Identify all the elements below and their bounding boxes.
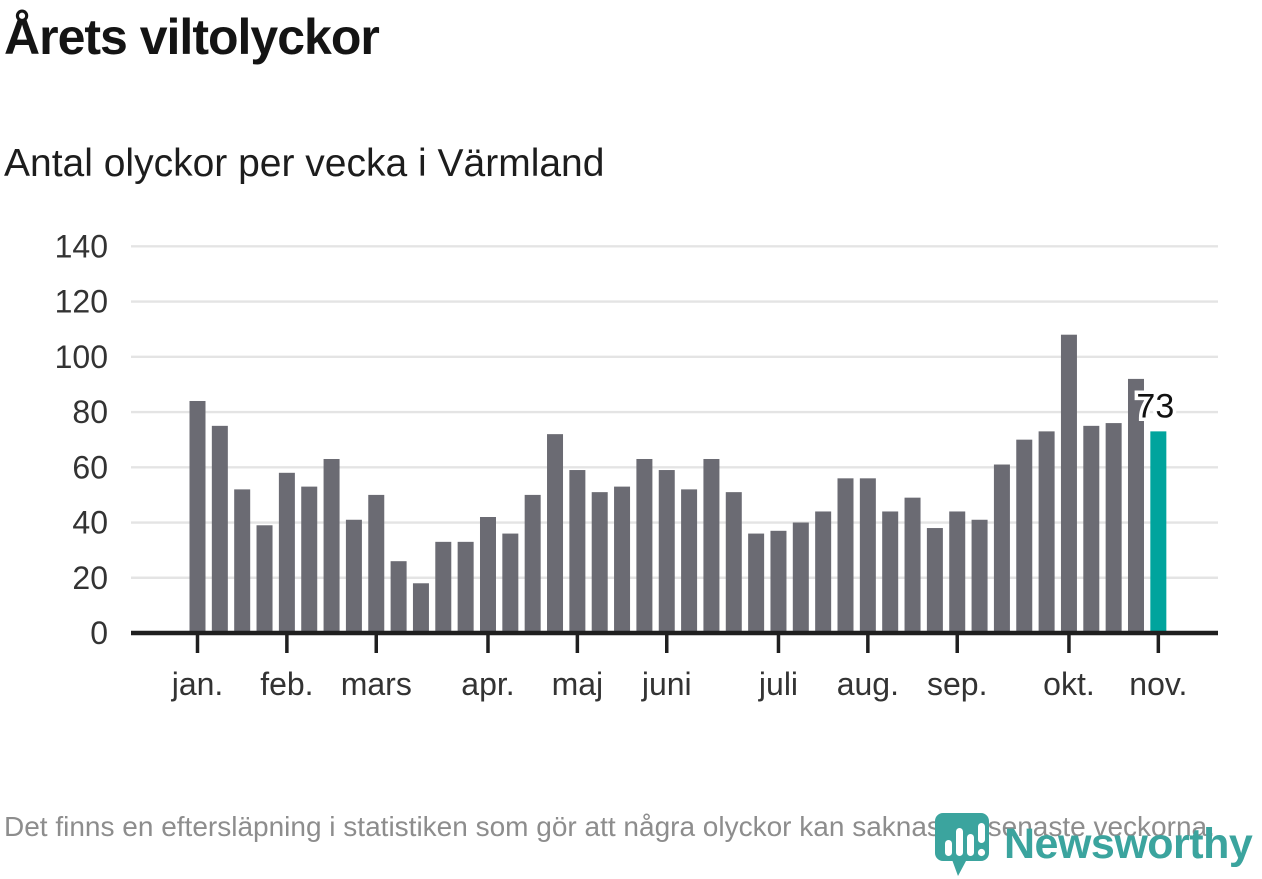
bar-week-10 <box>390 561 407 633</box>
y-tick-label-60: 60 <box>72 449 108 485</box>
newsworthy-logo-text: Newsworthy <box>1004 819 1253 868</box>
bar-week-15 <box>502 533 519 633</box>
bar-week-31 <box>859 478 876 633</box>
x-tick-label-okt: okt. <box>1043 666 1095 702</box>
bar-week-7 <box>323 458 340 633</box>
bar-week-41 <box>1083 425 1100 633</box>
bar-week-24 <box>703 458 720 633</box>
x-tick-label-juli: juli <box>758 666 798 702</box>
bar-week-4 <box>256 525 273 633</box>
bar-week-18 <box>569 470 586 633</box>
y-tick-label-80: 80 <box>72 394 108 430</box>
x-tick-label-nov: nov. <box>1129 666 1187 702</box>
x-tick-label-apr: apr. <box>461 666 514 702</box>
bar-week-6 <box>301 486 318 633</box>
y-tick-label-140: 140 <box>55 228 108 264</box>
bar-week-11 <box>412 583 429 633</box>
bar-week-26 <box>748 533 765 633</box>
bar-week-22 <box>658 470 675 633</box>
bar-week-35 <box>949 511 966 633</box>
bar-week-28 <box>792 522 809 633</box>
bar-week-30 <box>837 478 854 633</box>
highlight-value-label: 73 <box>1136 387 1174 425</box>
bar-chart-svg: 0 20 40 60 80 100 120 140 jan. feb. mars apr. maj jun… <box>55 228 1218 702</box>
x-tick-label-jan: jan. <box>171 666 224 702</box>
bar-week-13 <box>457 541 474 633</box>
x-tick-label-sep: sep. <box>927 666 987 702</box>
bar-week-9 <box>368 494 385 633</box>
bar-week-20 <box>614 486 631 633</box>
bar-week-23 <box>681 489 698 633</box>
y-tick-label-40: 40 <box>72 505 108 541</box>
newsworthy-bubble-chart-icon <box>935 813 989 876</box>
bar-week-37 <box>993 464 1010 633</box>
x-tick-label-mars: mars <box>341 666 412 702</box>
bar-week-16 <box>524 494 541 633</box>
bar-week-25 <box>725 492 742 633</box>
bar-week-12 <box>435 541 452 633</box>
bar-week-8 <box>345 519 362 633</box>
bar-week-2 <box>211 425 228 633</box>
bar-week-39 <box>1038 431 1055 633</box>
x-tick-label-aug: aug. <box>837 666 899 702</box>
bar-week-36 <box>971 519 988 633</box>
bar-week-40 <box>1060 334 1077 633</box>
bar-chart: 0 20 40 60 80 100 120 140 jan. feb. mars apr. maj jun… <box>0 225 1262 717</box>
bar-week-1 <box>189 400 206 633</box>
bar-week-44 <box>1150 431 1167 633</box>
bar-week-29 <box>815 511 832 633</box>
x-tick-label-feb: feb. <box>260 666 313 702</box>
bar-week-33 <box>904 497 921 633</box>
newsworthy-logo: Newsworthy <box>932 810 1253 878</box>
bar-week-19 <box>591 492 608 633</box>
x-tick-label-maj: maj <box>552 666 604 702</box>
bar-week-38 <box>1016 439 1033 633</box>
y-tick-label-120: 120 <box>55 284 108 320</box>
bar-week-34 <box>926 528 943 633</box>
bar-week-27 <box>770 530 787 633</box>
bar-week-3 <box>234 489 251 633</box>
chart-subtitle: Antal olyckor per vecka i Värmland <box>4 142 605 185</box>
bar-week-14 <box>479 517 496 633</box>
bar-week-32 <box>882 511 899 633</box>
y-tick-label-100: 100 <box>55 339 108 375</box>
bar-week-43 <box>1127 378 1144 633</box>
footnote: Det finns en eftersläpning i statistiken… <box>4 811 1215 842</box>
bar-week-21 <box>636 458 653 633</box>
bar-week-5 <box>278 472 295 633</box>
y-tick-label-20: 20 <box>72 560 108 596</box>
y-tick-label-0: 0 <box>90 615 108 651</box>
bar-week-17 <box>547 434 564 633</box>
chart-title: Årets viltolyckor <box>4 9 380 65</box>
x-tick-label-juni: juni <box>641 666 692 702</box>
bar-week-42 <box>1105 423 1122 633</box>
